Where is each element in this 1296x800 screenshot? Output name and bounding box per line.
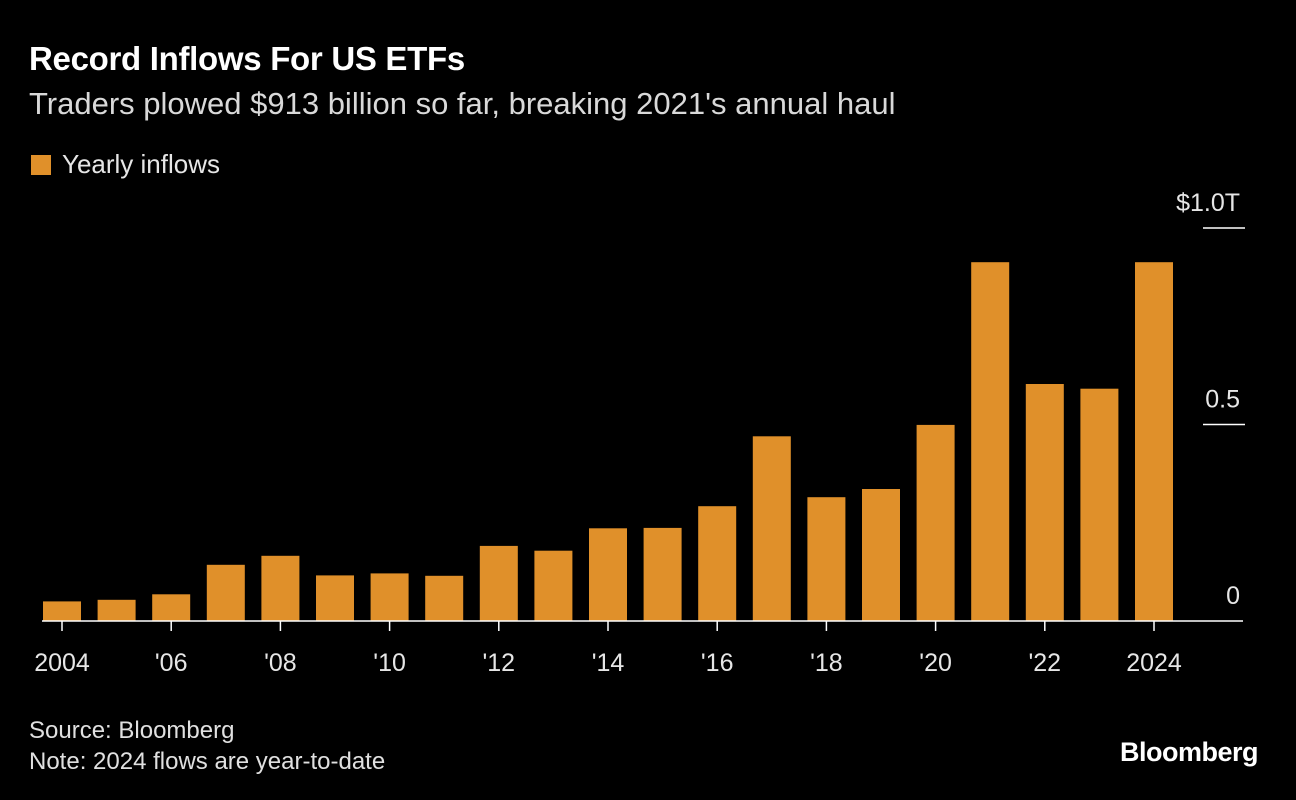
chart-title: Record Inflows For US ETFs — [29, 40, 465, 77]
bar-2011 — [425, 575, 464, 621]
bar-2015 — [643, 527, 682, 621]
bar-2018 — [807, 497, 846, 621]
bar-2004 — [43, 601, 81, 621]
x-tick-label: '18 — [810, 649, 843, 677]
x-tick-label: '06 — [155, 649, 188, 677]
bar-2008 — [261, 555, 300, 621]
x-tick-label: '16 — [701, 649, 734, 677]
legend-label: Yearly inflows — [62, 149, 221, 179]
bar-2024 — [1135, 262, 1173, 621]
y-tick-label: 0.5 — [1205, 386, 1240, 414]
footer: Source: Bloomberg Note: 2024 flows are y… — [29, 715, 385, 777]
x-tick-label: 2024 — [1126, 649, 1182, 677]
bar-2007 — [206, 564, 245, 621]
y-tick-label: 0 — [1226, 582, 1240, 610]
bar-2012 — [479, 545, 518, 621]
bar-2020 — [916, 424, 955, 621]
x-tick-label: '14 — [592, 649, 625, 677]
bar-2009 — [316, 575, 354, 621]
bar-2023 — [1080, 388, 1119, 621]
bar-2021 — [971, 262, 1010, 621]
source-note: Source: Bloomberg — [29, 717, 235, 744]
x-tick-label: 2004 — [34, 649, 90, 677]
bar-2017 — [752, 436, 791, 621]
bar-2013 — [534, 550, 573, 621]
bar-2022 — [1025, 384, 1064, 621]
x-tick-label: '10 — [373, 649, 406, 677]
x-tick-label: '20 — [919, 649, 952, 677]
x-tick-label: '22 — [1029, 649, 1062, 677]
bar-2014 — [589, 528, 627, 621]
bar-2005 — [97, 599, 136, 621]
bar-2006 — [152, 594, 191, 621]
y-tick-label: $1.0T — [1176, 189, 1240, 217]
bar-2016 — [698, 506, 737, 621]
chart-subtitle: Traders plowed $913 billion so far, brea… — [29, 86, 896, 121]
x-tick-label: '08 — [264, 649, 297, 677]
bar-2010 — [370, 573, 409, 621]
bar-2019 — [862, 489, 900, 621]
footnote: Note: 2024 flows are year-to-date — [29, 748, 386, 775]
legend-swatch — [31, 154, 51, 175]
bloomberg-logo: Bloomberg — [1119, 737, 1259, 767]
legend: Yearly inflows — [31, 149, 220, 180]
x-tick-label: '12 — [483, 649, 516, 677]
